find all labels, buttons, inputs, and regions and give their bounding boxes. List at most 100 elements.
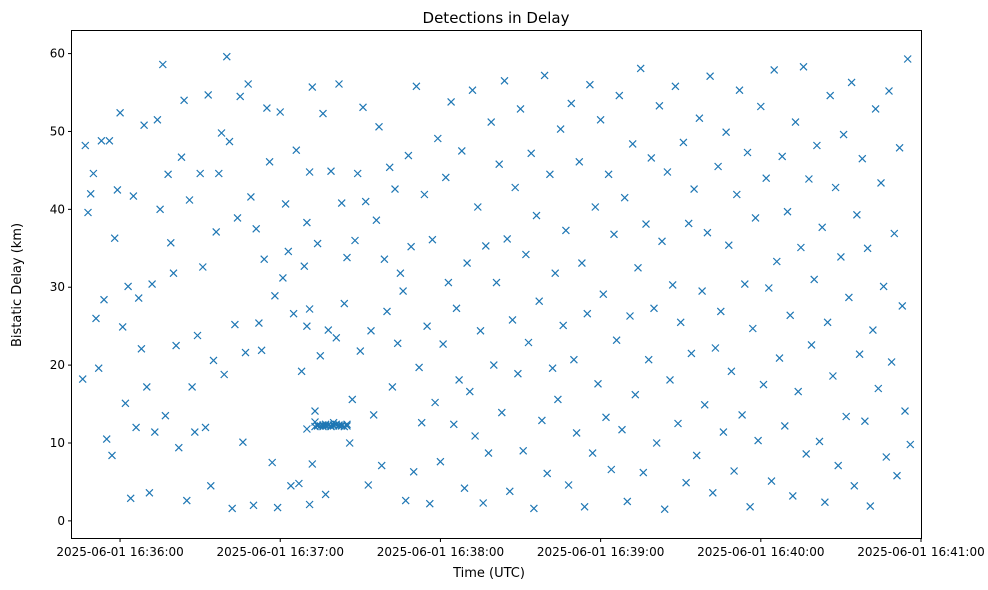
data-point <box>233 213 242 222</box>
data-point <box>78 375 87 384</box>
data-point <box>113 185 122 194</box>
data-point <box>647 153 656 162</box>
data-point <box>674 419 682 428</box>
data-point <box>553 395 562 404</box>
y-tick-label: 0 <box>57 514 65 528</box>
data-point <box>238 438 247 447</box>
data-point <box>444 278 453 287</box>
data-point <box>532 211 541 220</box>
data-point <box>492 278 501 287</box>
data-point <box>708 488 717 497</box>
data-point <box>217 129 226 137</box>
data-point <box>607 465 616 474</box>
data-point <box>321 420 330 429</box>
data-point <box>746 502 755 511</box>
data-point <box>604 170 613 179</box>
data-point <box>503 234 512 243</box>
data-point <box>228 504 237 513</box>
data-point <box>698 287 707 296</box>
data-point <box>465 387 474 396</box>
data-point <box>893 471 901 480</box>
data-point <box>735 86 744 95</box>
data-point <box>580 502 589 511</box>
data-point <box>572 428 581 437</box>
data-point <box>591 203 600 211</box>
data-point <box>220 370 229 379</box>
data-point <box>770 65 779 74</box>
data-point <box>343 253 351 262</box>
data-point <box>519 446 528 455</box>
data-point <box>866 502 875 511</box>
y-tick-label: 50 <box>50 124 65 138</box>
data-point <box>409 467 418 476</box>
data-point <box>548 364 557 373</box>
data-point <box>890 229 899 238</box>
data-point <box>756 102 765 111</box>
data-point <box>110 234 119 243</box>
data-point <box>898 301 907 310</box>
data-point <box>433 134 442 143</box>
data-point <box>351 236 359 245</box>
data-point <box>788 491 797 500</box>
data-point <box>209 356 218 365</box>
data-point <box>158 60 167 69</box>
data-point <box>177 153 186 162</box>
data-point <box>906 440 915 449</box>
data-point <box>89 169 98 178</box>
data-point <box>244 80 253 88</box>
data-point <box>300 262 309 271</box>
data-point <box>847 78 856 87</box>
data-point <box>740 280 749 289</box>
data-point <box>759 380 768 389</box>
data-point <box>564 481 573 489</box>
data-point <box>706 72 715 81</box>
data-point <box>108 451 116 460</box>
data-point <box>439 340 448 349</box>
data-point <box>513 369 522 378</box>
data-point <box>666 375 674 384</box>
data-point <box>719 428 728 437</box>
data-point <box>345 439 354 447</box>
data-point <box>877 178 885 187</box>
data-point <box>262 104 271 113</box>
data-point <box>778 152 787 161</box>
data-point <box>423 322 432 331</box>
data-point <box>631 390 640 399</box>
data-point <box>535 297 544 306</box>
data-point <box>311 407 319 416</box>
data-point <box>481 241 490 250</box>
data-point <box>868 326 877 335</box>
data-point <box>124 282 133 291</box>
data-point <box>377 461 386 470</box>
data-point <box>292 146 301 155</box>
data-point <box>468 86 477 95</box>
data-point <box>655 101 664 110</box>
y-axis-ticks: 0 10 20 30 40 50 60 <box>50 47 72 528</box>
data-point <box>126 494 135 503</box>
data-point <box>313 239 322 248</box>
data-point <box>626 312 634 320</box>
data-point <box>727 367 736 376</box>
data-point <box>268 458 277 467</box>
data-point <box>353 169 362 178</box>
x-tick-label: 2025-06-01 16:37:00 <box>217 545 344 559</box>
data-point <box>148 280 157 289</box>
data-point <box>169 269 178 278</box>
data-point <box>807 340 816 349</box>
data-point <box>425 499 434 508</box>
x-tick-label: 2025-06-01 16:39:00 <box>537 545 664 559</box>
data-point <box>561 226 570 235</box>
data-point <box>198 263 207 271</box>
data-point <box>754 436 763 445</box>
data-point <box>343 421 351 430</box>
data-point <box>676 318 685 327</box>
y-tick-label: 10 <box>50 436 65 450</box>
data-point <box>401 496 410 505</box>
data-point <box>174 443 183 452</box>
data-point <box>305 305 314 313</box>
data-point <box>874 384 883 393</box>
data-point <box>644 355 653 364</box>
data-point <box>327 167 335 176</box>
data-point <box>316 351 325 360</box>
data-point <box>399 287 408 296</box>
